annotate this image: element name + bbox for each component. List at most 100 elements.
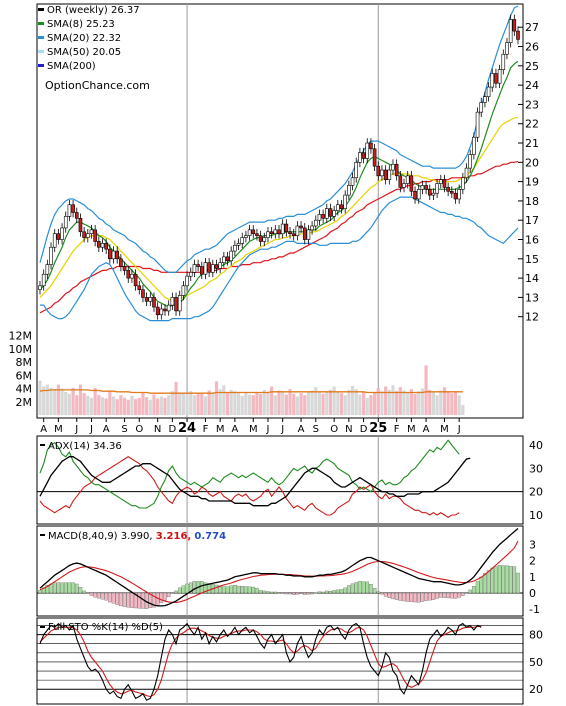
macd-histogram-bar — [119, 592, 123, 607]
macd-histogram-bar — [258, 590, 263, 594]
macd-histogram-bar — [288, 592, 292, 595]
volume-bar — [347, 389, 351, 415]
volume-bar — [189, 391, 193, 415]
volume-bar — [247, 394, 252, 415]
candle-body — [402, 183, 406, 188]
candle-body — [56, 233, 61, 240]
volume-bar — [251, 395, 255, 415]
macd-histogram-bar — [255, 587, 259, 594]
candle-body — [163, 308, 167, 312]
candle-body — [288, 231, 292, 235]
candle-body — [446, 187, 450, 192]
candle-body — [475, 111, 480, 138]
volume-bar — [310, 390, 314, 415]
macd-histogram-bar — [416, 592, 421, 603]
candle-body — [240, 237, 245, 244]
macd-histogram-bar — [475, 581, 480, 594]
volume-bar — [450, 393, 454, 415]
price-candles — [38, 14, 520, 320]
sma20-upper-band — [39, 5, 519, 273]
macd-histogram-bar — [468, 589, 472, 594]
macd-histogram-bar — [71, 582, 75, 594]
adx-tick-label: 10 — [529, 509, 543, 522]
macd-histogram-bar — [189, 582, 193, 594]
macd-histogram-bar — [174, 590, 178, 594]
price-tick-label: 12 — [525, 311, 539, 324]
candle-body — [174, 297, 178, 312]
candle-body — [258, 235, 263, 242]
macd-hist-value: 0.774 — [194, 531, 226, 542]
candle-body — [409, 175, 414, 192]
month-label: A — [40, 424, 47, 435]
candle-body — [166, 304, 171, 312]
candle-body — [100, 243, 105, 248]
volume-bar — [409, 389, 413, 415]
candle-body — [273, 229, 278, 235]
volume-bar — [38, 380, 42, 415]
candle-body — [450, 190, 454, 194]
candle-body — [486, 86, 491, 98]
sma20-lower-band — [40, 196, 519, 322]
candle-body — [159, 308, 164, 316]
macd-histogram-bar — [402, 592, 406, 602]
main-panel-frame — [36, 3, 524, 419]
candle-body — [347, 185, 351, 196]
month-label: O — [135, 424, 143, 435]
volume-bar — [439, 390, 443, 415]
macd-tick-label: -1 — [529, 603, 540, 616]
volume-bar — [350, 385, 355, 415]
volume-bar — [78, 384, 83, 415]
volume-bar — [211, 393, 215, 415]
macd-histogram-bar — [505, 565, 509, 594]
macd-histogram-bar — [383, 592, 388, 597]
macd-histogram-bar — [222, 586, 226, 594]
volume-bar — [306, 392, 311, 415]
legend-swatch — [38, 50, 44, 53]
candle-body — [251, 229, 256, 235]
volume-bar — [358, 394, 362, 415]
macd-histogram-bar — [479, 576, 483, 594]
volume-bar — [453, 391, 458, 415]
volume-bar — [402, 390, 406, 415]
legend-swatch — [38, 64, 44, 67]
month-label: N — [154, 424, 161, 435]
candle-body — [60, 227, 64, 240]
macd-histogram-bar — [501, 565, 506, 594]
volume-bar — [53, 389, 57, 415]
macd-histogram-bar — [93, 592, 97, 598]
volume-bar — [262, 389, 266, 415]
volume-bar — [196, 392, 200, 415]
volume-bar — [391, 385, 395, 415]
year-label: 25 — [369, 421, 387, 436]
candle-body — [380, 169, 384, 177]
volume-bar — [317, 391, 322, 415]
candle-body — [391, 163, 395, 171]
stoch-axis: 20 50 80 — [529, 629, 543, 697]
month-label: F — [203, 424, 209, 435]
volume-bar — [49, 387, 53, 415]
legend-swatch — [38, 22, 44, 25]
volume-bar — [156, 398, 160, 415]
macd-histogram-bar — [240, 586, 244, 594]
candle-body — [505, 42, 509, 55]
macd-histogram-bar — [486, 570, 491, 594]
candle-body — [214, 264, 219, 269]
volume-bar — [255, 391, 259, 415]
volume-bar — [163, 397, 167, 415]
volume-bar — [365, 397, 369, 415]
macd-histogram-bar — [247, 586, 252, 594]
volume-bar — [442, 387, 447, 415]
volume-bar — [380, 391, 384, 415]
candle-body — [472, 136, 476, 155]
volume-bar — [376, 387, 380, 415]
volume-bar — [373, 391, 377, 415]
month-label: A — [423, 424, 430, 435]
candle-body — [122, 266, 127, 271]
stoch-k-line — [39, 622, 482, 701]
stoch-tick-label: 20 — [529, 683, 543, 696]
macd-histogram-bar — [391, 592, 395, 600]
macd-histogram-bar — [111, 592, 116, 604]
macd-histogram-bar — [453, 592, 458, 599]
stoch-tick-label: 80 — [529, 629, 543, 642]
